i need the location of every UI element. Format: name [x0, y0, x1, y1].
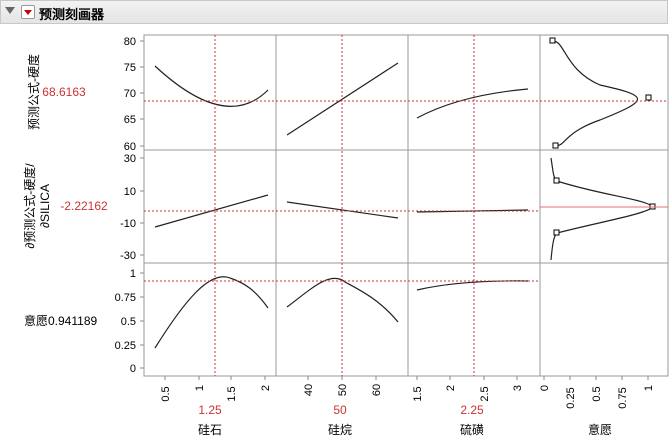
silane-tick: 40 — [303, 384, 315, 396]
row1-handle-bottom[interactable] — [552, 142, 559, 149]
row3-tick: 1 — [130, 268, 136, 280]
row1-y-ticks: 60 65 70 75 80 — [124, 36, 144, 153]
silica-value[interactable]: 1.25 — [198, 403, 222, 417]
row2-y-ticks: -30 -10 10 30 — [120, 153, 144, 262]
x-axis-ticks: 0.5 1 1.5 2 40 50 60 1.5 2 2.5 3 0 0.25 … — [160, 376, 655, 409]
desirability-tick: 0.25 — [565, 387, 577, 408]
sulfur-tick: 2.5 — [479, 386, 491, 401]
row2-label-line2: ∂SILICA — [38, 184, 52, 228]
silica-tick: 1 — [194, 385, 206, 391]
row1-tick: 75 — [124, 62, 136, 74]
row3-tick: 0.75 — [115, 292, 136, 304]
silane-value[interactable]: 50 — [333, 403, 347, 417]
sulfur-value[interactable]: 2.25 — [460, 403, 484, 417]
grid-cells — [143, 34, 669, 377]
row3-y-ticks: 0 0.25 0.5 0.75 1 — [115, 268, 144, 375]
row1-desirability-curve — [552, 40, 638, 147]
silica-tick: 2 — [260, 385, 272, 391]
crosshair-lines — [144, 35, 668, 376]
row2-handle-bottom[interactable] — [553, 229, 560, 236]
row1-tick: 70 — [124, 88, 136, 100]
row2-curve-silica — [154, 194, 269, 228]
row2-tick: 10 — [124, 186, 136, 198]
row3-tick: 0.25 — [115, 340, 136, 352]
row2-desirability-curve — [550, 157, 653, 261]
desirability-tick: 0.5 — [591, 386, 603, 401]
row3-tick: 0 — [130, 363, 136, 375]
row2-label-line1: ∂预测公式-硬度/ — [22, 163, 37, 249]
row1-tick: 80 — [124, 36, 136, 48]
row1-label: 预测公式-硬度 — [26, 54, 41, 130]
row2-tick: -10 — [120, 218, 136, 230]
row1-tick: 65 — [124, 114, 136, 126]
desirability-name: 意愿 — [588, 422, 612, 437]
row2-value: -2.22162 — [60, 199, 108, 213]
row1-curve-silica — [154, 65, 269, 107]
row2-tick: -30 — [120, 250, 136, 262]
row1-tick: 60 — [124, 141, 136, 153]
row2-handle-top[interactable] — [553, 177, 560, 184]
row1-handle-top[interactable] — [549, 37, 556, 44]
sulfur-tick: 2 — [445, 385, 457, 391]
row2-tick: 30 — [124, 153, 136, 165]
row3-curve-sulfur — [416, 280, 529, 291]
collapse-triangle-icon[interactable] — [5, 7, 15, 14]
sulfur-name: 硫磺 — [460, 422, 484, 437]
desirability-tick: 0.75 — [617, 387, 629, 408]
silica-tick: 0.5 — [160, 386, 172, 401]
profiler-title: 预测刻画器 — [39, 7, 105, 22]
row1-value: 68.6163 — [42, 85, 86, 99]
row1-handle-mid[interactable] — [645, 94, 652, 101]
desirability-tick: 0 — [539, 385, 551, 391]
row3-value: 0.941189 — [48, 314, 97, 328]
row3-tick: 0.5 — [121, 316, 136, 328]
row1-curve-sulfur — [416, 88, 529, 119]
silica-tick: 1.5 — [226, 386, 238, 401]
row3-curve-silica — [154, 276, 269, 349]
silica-name: 硅石 — [198, 423, 222, 437]
profiler-header: 预测刻画器 — [0, 0, 668, 24]
row3-label: 意愿 — [24, 313, 48, 328]
sulfur-tick: 3 — [512, 385, 524, 391]
silane-tick: 60 — [371, 384, 383, 396]
desirability-tick: 1 — [643, 385, 655, 391]
silane-tick: 50 — [337, 384, 349, 396]
row3-curve-silane — [286, 277, 399, 323]
red-triangle-menu-icon[interactable] — [21, 5, 35, 19]
silane-name: 硅烷 — [328, 423, 352, 437]
row2-curve-silane — [286, 201, 399, 219]
sulfur-tick: 1.5 — [412, 386, 424, 401]
